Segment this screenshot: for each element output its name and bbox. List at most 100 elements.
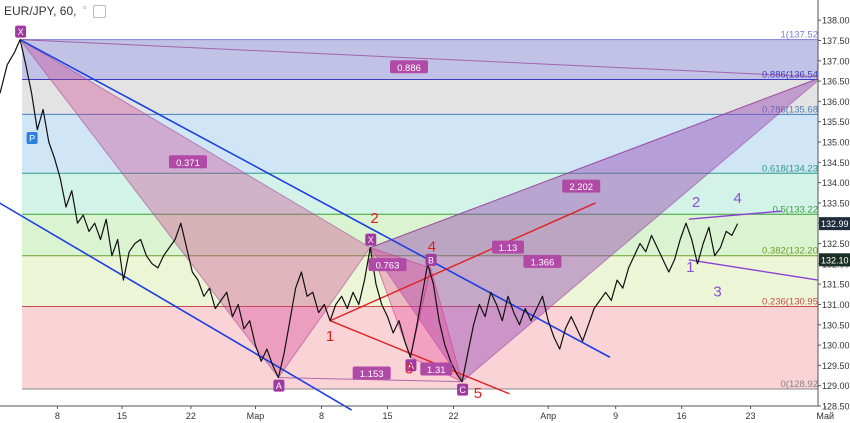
y-tick-label: 136.00 [822,97,850,107]
fib-level-label: 0.886(136.54) [762,69,821,80]
price-badge-label: 132.99 [821,219,849,229]
price-line [0,38,739,383]
ratio-box [368,258,407,272]
signal-marker [26,131,38,144]
wave-label: 1 [326,328,334,345]
y-tick-label: 135.00 [822,138,850,148]
y-tick-label: 129.50 [822,361,850,371]
y-tick-label: 129.00 [822,381,850,391]
ratio-label: 1.31 [427,365,446,376]
x-tick-label: 8 [55,411,60,421]
y-tick-label: 137.00 [822,56,850,66]
point-marker-letter: X [368,235,374,245]
y-tick-label: 132.50 [822,239,850,249]
fib-level-label: 0.618(134.23) [762,163,821,174]
price-series [0,38,739,383]
x-tick-label: Май [816,411,834,421]
x-tick-label: 23 [746,411,756,421]
wave-label: 4 [428,239,436,256]
y-tick-label: 138.00 [822,16,850,26]
pattern-xd-line [20,39,823,78]
ratio-box [492,240,525,254]
fib-level-label: 1(137.52) [781,30,822,41]
wave-label: 3 [405,361,413,378]
ratio-box [390,60,428,74]
x-tick-label: 16 [677,411,687,421]
wave-line [329,202,596,322]
y-tick-label: 136.50 [822,77,850,87]
price-badge [819,217,850,231]
point-marker-letter: C [459,385,466,395]
point-marker [405,359,417,372]
symbol-label[interactable]: EUR/JPY, 60, [4,4,77,18]
x-tick-label: Мар [247,411,265,421]
point-marker [273,379,285,392]
ratio-box [168,155,207,169]
fib-band [22,214,826,256]
trend-lines [0,38,819,411]
triangle-line [688,259,819,281]
price-axis-bg [818,0,850,423]
y-tick-label: 130.50 [822,320,850,330]
y-tick-label: 135.50 [822,117,850,127]
ratio-label: 0.886 [397,63,421,74]
channel-line [19,38,611,358]
fib-lines: 1(137.52) 0.886(136.54) 0.786(135.68) 0.618… [22,30,826,390]
point-marker [457,383,469,396]
x-tick-label: 22 [448,411,458,421]
x-tick-label: 15 [382,411,392,421]
fib-fills [22,39,826,389]
y-tick-label: 133.50 [822,198,850,208]
ratio-box [352,366,391,380]
wave-label: 2 [692,194,700,211]
x-tick-label: 15 [117,411,127,421]
ratio-label: 2.202 [569,182,593,193]
point-marker [425,253,437,266]
price-badge-label: 132.10 [821,255,849,265]
pattern-ac-line [278,377,463,383]
ratio-label: 0.763 [376,261,400,272]
ratio-label: 0.371 [176,158,200,169]
price-badge [819,253,850,267]
point-marker [15,25,27,38]
fib-band [22,173,826,215]
ratio-box [420,362,453,376]
triangle-line [688,210,783,220]
ratio-label: 1.153 [360,369,384,380]
ratio-label: 1.13 [499,243,518,254]
fib-level-label: 0.382(132.20) [762,246,821,257]
wave-label: 4 [733,190,741,207]
fib-level-label: 0(128.92) [781,379,822,390]
toggle-box-icon[interactable] [92,4,106,18]
y-tick-label: 128.50 [822,402,850,412]
ratio-box [562,179,601,193]
fib-level-label: 0.786(135.68) [762,104,821,115]
channel-line [0,202,353,411]
wave-label: 5 [474,385,482,402]
point-marker-letter: A [408,361,414,371]
y-tick-label: 137.50 [822,36,850,46]
wave-label: 2 [370,210,378,227]
y-tick-label: 130.00 [822,341,850,351]
ratio-box [523,254,562,268]
point-marker-letter: A [276,381,282,391]
y-tick-label: 134.50 [822,158,850,168]
settings-ghost-icon[interactable]: ° [82,5,87,17]
point-marker-letter: X [18,27,24,37]
chart-header: EUR/JPY, 60, ° [4,2,106,20]
fib-level-label: 0.5(133.22) [773,204,822,215]
ratio-label: 1.366 [531,257,555,268]
fib-band [22,79,826,115]
x-tick-label: 9 [613,411,618,421]
fib-level-label: 0.236(130.95) [762,296,821,307]
y-tick-label: 131.00 [822,300,850,310]
point-marker [365,233,377,246]
wave-line [329,320,510,395]
wave-label: 1 [686,259,694,276]
y-tick-label: 134.00 [822,178,850,188]
x-tick-label: Апр [540,411,556,421]
wave-label: 3 [713,283,721,300]
point-marker-letter: B [428,255,434,265]
